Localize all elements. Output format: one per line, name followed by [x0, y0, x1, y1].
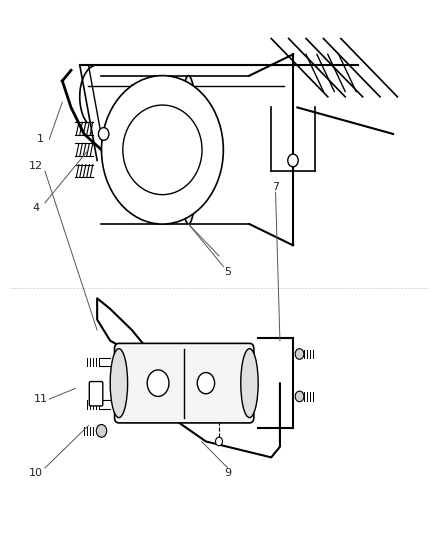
Text: 12: 12 [29, 161, 43, 171]
Circle shape [99, 127, 109, 140]
Circle shape [197, 373, 215, 394]
FancyBboxPatch shape [89, 382, 103, 406]
Ellipse shape [102, 76, 223, 224]
Ellipse shape [110, 349, 127, 418]
Text: 11: 11 [34, 394, 48, 404]
Circle shape [288, 154, 298, 167]
Text: 1: 1 [37, 134, 44, 144]
FancyBboxPatch shape [115, 343, 254, 423]
Circle shape [295, 391, 304, 402]
Ellipse shape [123, 105, 202, 195]
Text: 5: 5 [224, 267, 231, 277]
Circle shape [295, 349, 304, 359]
Ellipse shape [180, 76, 198, 224]
Text: 10: 10 [29, 469, 43, 478]
Circle shape [96, 424, 107, 437]
Text: 7: 7 [272, 182, 279, 192]
Ellipse shape [241, 349, 258, 418]
Circle shape [147, 370, 169, 397]
Text: 9: 9 [224, 469, 231, 478]
Circle shape [215, 437, 223, 446]
Text: 4: 4 [33, 203, 40, 213]
